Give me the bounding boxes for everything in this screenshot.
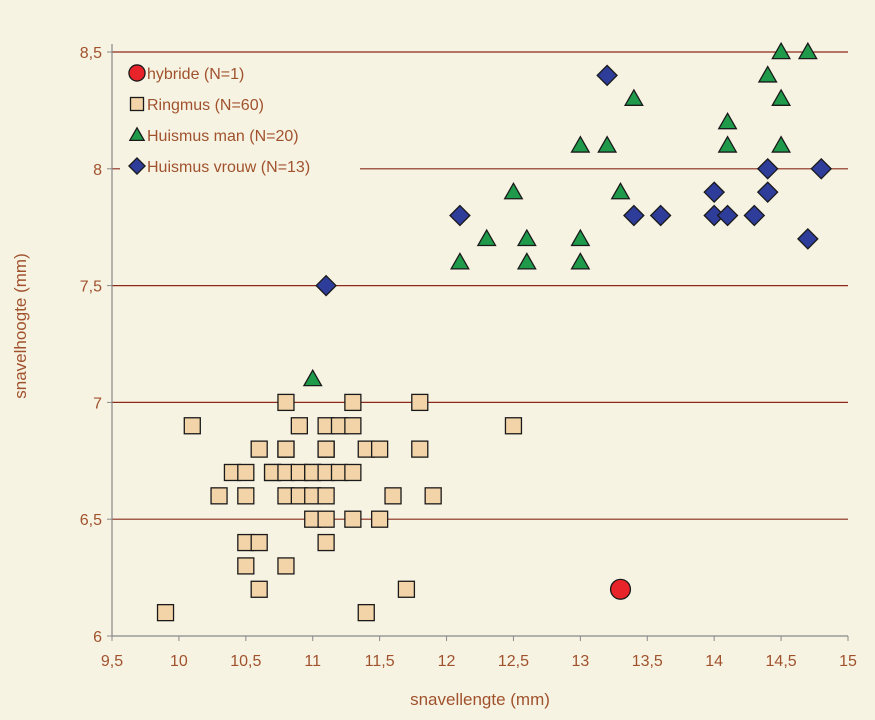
data-point-square (250, 440, 268, 458)
data-point-diamond (756, 157, 779, 180)
data-point-triangle (476, 228, 497, 247)
legend-label: Ringmus (N=60) (147, 97, 264, 114)
data-point-square (237, 487, 255, 505)
data-point-triangle (302, 368, 323, 387)
data-point-square (397, 580, 416, 598)
data-point-square (344, 463, 362, 482)
data-point-diamond (716, 204, 739, 227)
legend-marker-triangle (128, 126, 146, 142)
x-axis-title: snavellengte (mm) (410, 690, 550, 709)
y-tick-label: 7,5 (80, 279, 102, 296)
data-point-square (250, 580, 268, 598)
data-point-square (250, 533, 268, 552)
legend-label: hybride (N=1) (147, 66, 244, 83)
data-point-square (210, 487, 228, 505)
data-point-diamond (756, 181, 779, 203)
data-point-diamond (743, 204, 766, 227)
x-tick-label: 14,5 (766, 653, 797, 670)
axis-layer: 6 6,5 7 7,5 8 8,5 9,5 10 10,5 11 11,5 12 12,5 13 13,5 1… (80, 44, 857, 670)
data-point-square (317, 487, 335, 505)
data-point-square (384, 487, 402, 505)
data-point-square (317, 533, 335, 552)
data-point-square (277, 557, 295, 575)
data-point-square (156, 603, 175, 622)
data-point-square (277, 440, 295, 458)
data-point-triangle (450, 252, 470, 270)
data-point-diamond (315, 274, 337, 297)
data-point-square (344, 393, 362, 412)
data-point-triangle (597, 135, 618, 153)
data-point-triangle (717, 135, 738, 153)
data-point-square (357, 603, 375, 622)
y-tick-label: 6 (93, 629, 102, 646)
data-point-square (370, 440, 389, 458)
data-point-triangle (771, 135, 792, 153)
data-point-square (344, 417, 362, 435)
x-tick-label: 11 (304, 653, 321, 670)
data-point-triangle (610, 182, 631, 200)
x-tick-label: 13,5 (632, 653, 663, 670)
data-point-square (411, 393, 429, 412)
data-point-triangle (570, 252, 591, 270)
data-point-triangle (516, 228, 537, 247)
data-point-square (183, 417, 201, 435)
y-axis-title: snavelhoogte (mm) (11, 253, 30, 399)
data-point-triangle (757, 65, 778, 83)
data-point-triangle (570, 228, 591, 247)
y-tick-label: 8 (93, 162, 102, 179)
data-point-square (370, 510, 389, 528)
legend-marker-square (129, 96, 145, 112)
data-point-triangle (503, 182, 524, 200)
x-tick-label: 13 (571, 653, 589, 670)
y-tick-label: 6,5 (80, 512, 102, 529)
data-point-triangle (797, 41, 818, 60)
data-point-diamond (623, 204, 645, 227)
data-point-diamond (596, 64, 618, 87)
data-point-square (237, 557, 255, 575)
data-point-square (424, 487, 442, 505)
x-tick-label: 9,5 (101, 653, 123, 670)
data-point-square (290, 417, 308, 435)
x-tick-label: 14 (705, 653, 723, 670)
data-point-square (317, 510, 335, 528)
points-layer (156, 41, 833, 622)
data-point-triangle (570, 135, 591, 153)
y-tick-label: 7 (93, 395, 102, 412)
data-point-triangle (771, 88, 792, 106)
legend-background (120, 58, 360, 184)
data-point-square (504, 417, 523, 435)
legend-label: Huismus vrouw (N=13) (147, 159, 310, 176)
legend: hybride (N=1) Ringmus (N=60) Huismus man (… (120, 58, 360, 184)
data-point-square (237, 463, 255, 482)
data-point-triangle (771, 41, 792, 60)
data-point-square (317, 440, 335, 458)
data-point-diamond (797, 228, 819, 250)
data-point-diamond (649, 204, 672, 227)
data-point-circle (609, 578, 632, 600)
x-tick-label: 12,5 (498, 653, 529, 670)
data-point-diamond (703, 181, 726, 203)
x-tick-label: 10 (170, 653, 188, 670)
data-point-triangle (623, 88, 644, 106)
x-tick-label: 12 (438, 653, 456, 670)
data-point-diamond (810, 157, 833, 180)
data-point-square (344, 510, 362, 528)
legend-label: Huismus man (N=20) (147, 128, 299, 145)
y-tick-label: 8,5 (80, 45, 102, 62)
data-point-square (277, 393, 295, 412)
data-point-triangle (717, 111, 738, 130)
data-point-diamond (449, 204, 471, 227)
x-tick-label: 10,5 (230, 653, 261, 670)
data-point-square (411, 440, 429, 458)
data-point-triangle (516, 252, 537, 270)
legend-marker-diamond (128, 157, 146, 175)
x-tick-label: 11,5 (365, 653, 395, 670)
legend-marker-circle (128, 64, 146, 82)
x-tick-label: 15 (839, 653, 857, 670)
